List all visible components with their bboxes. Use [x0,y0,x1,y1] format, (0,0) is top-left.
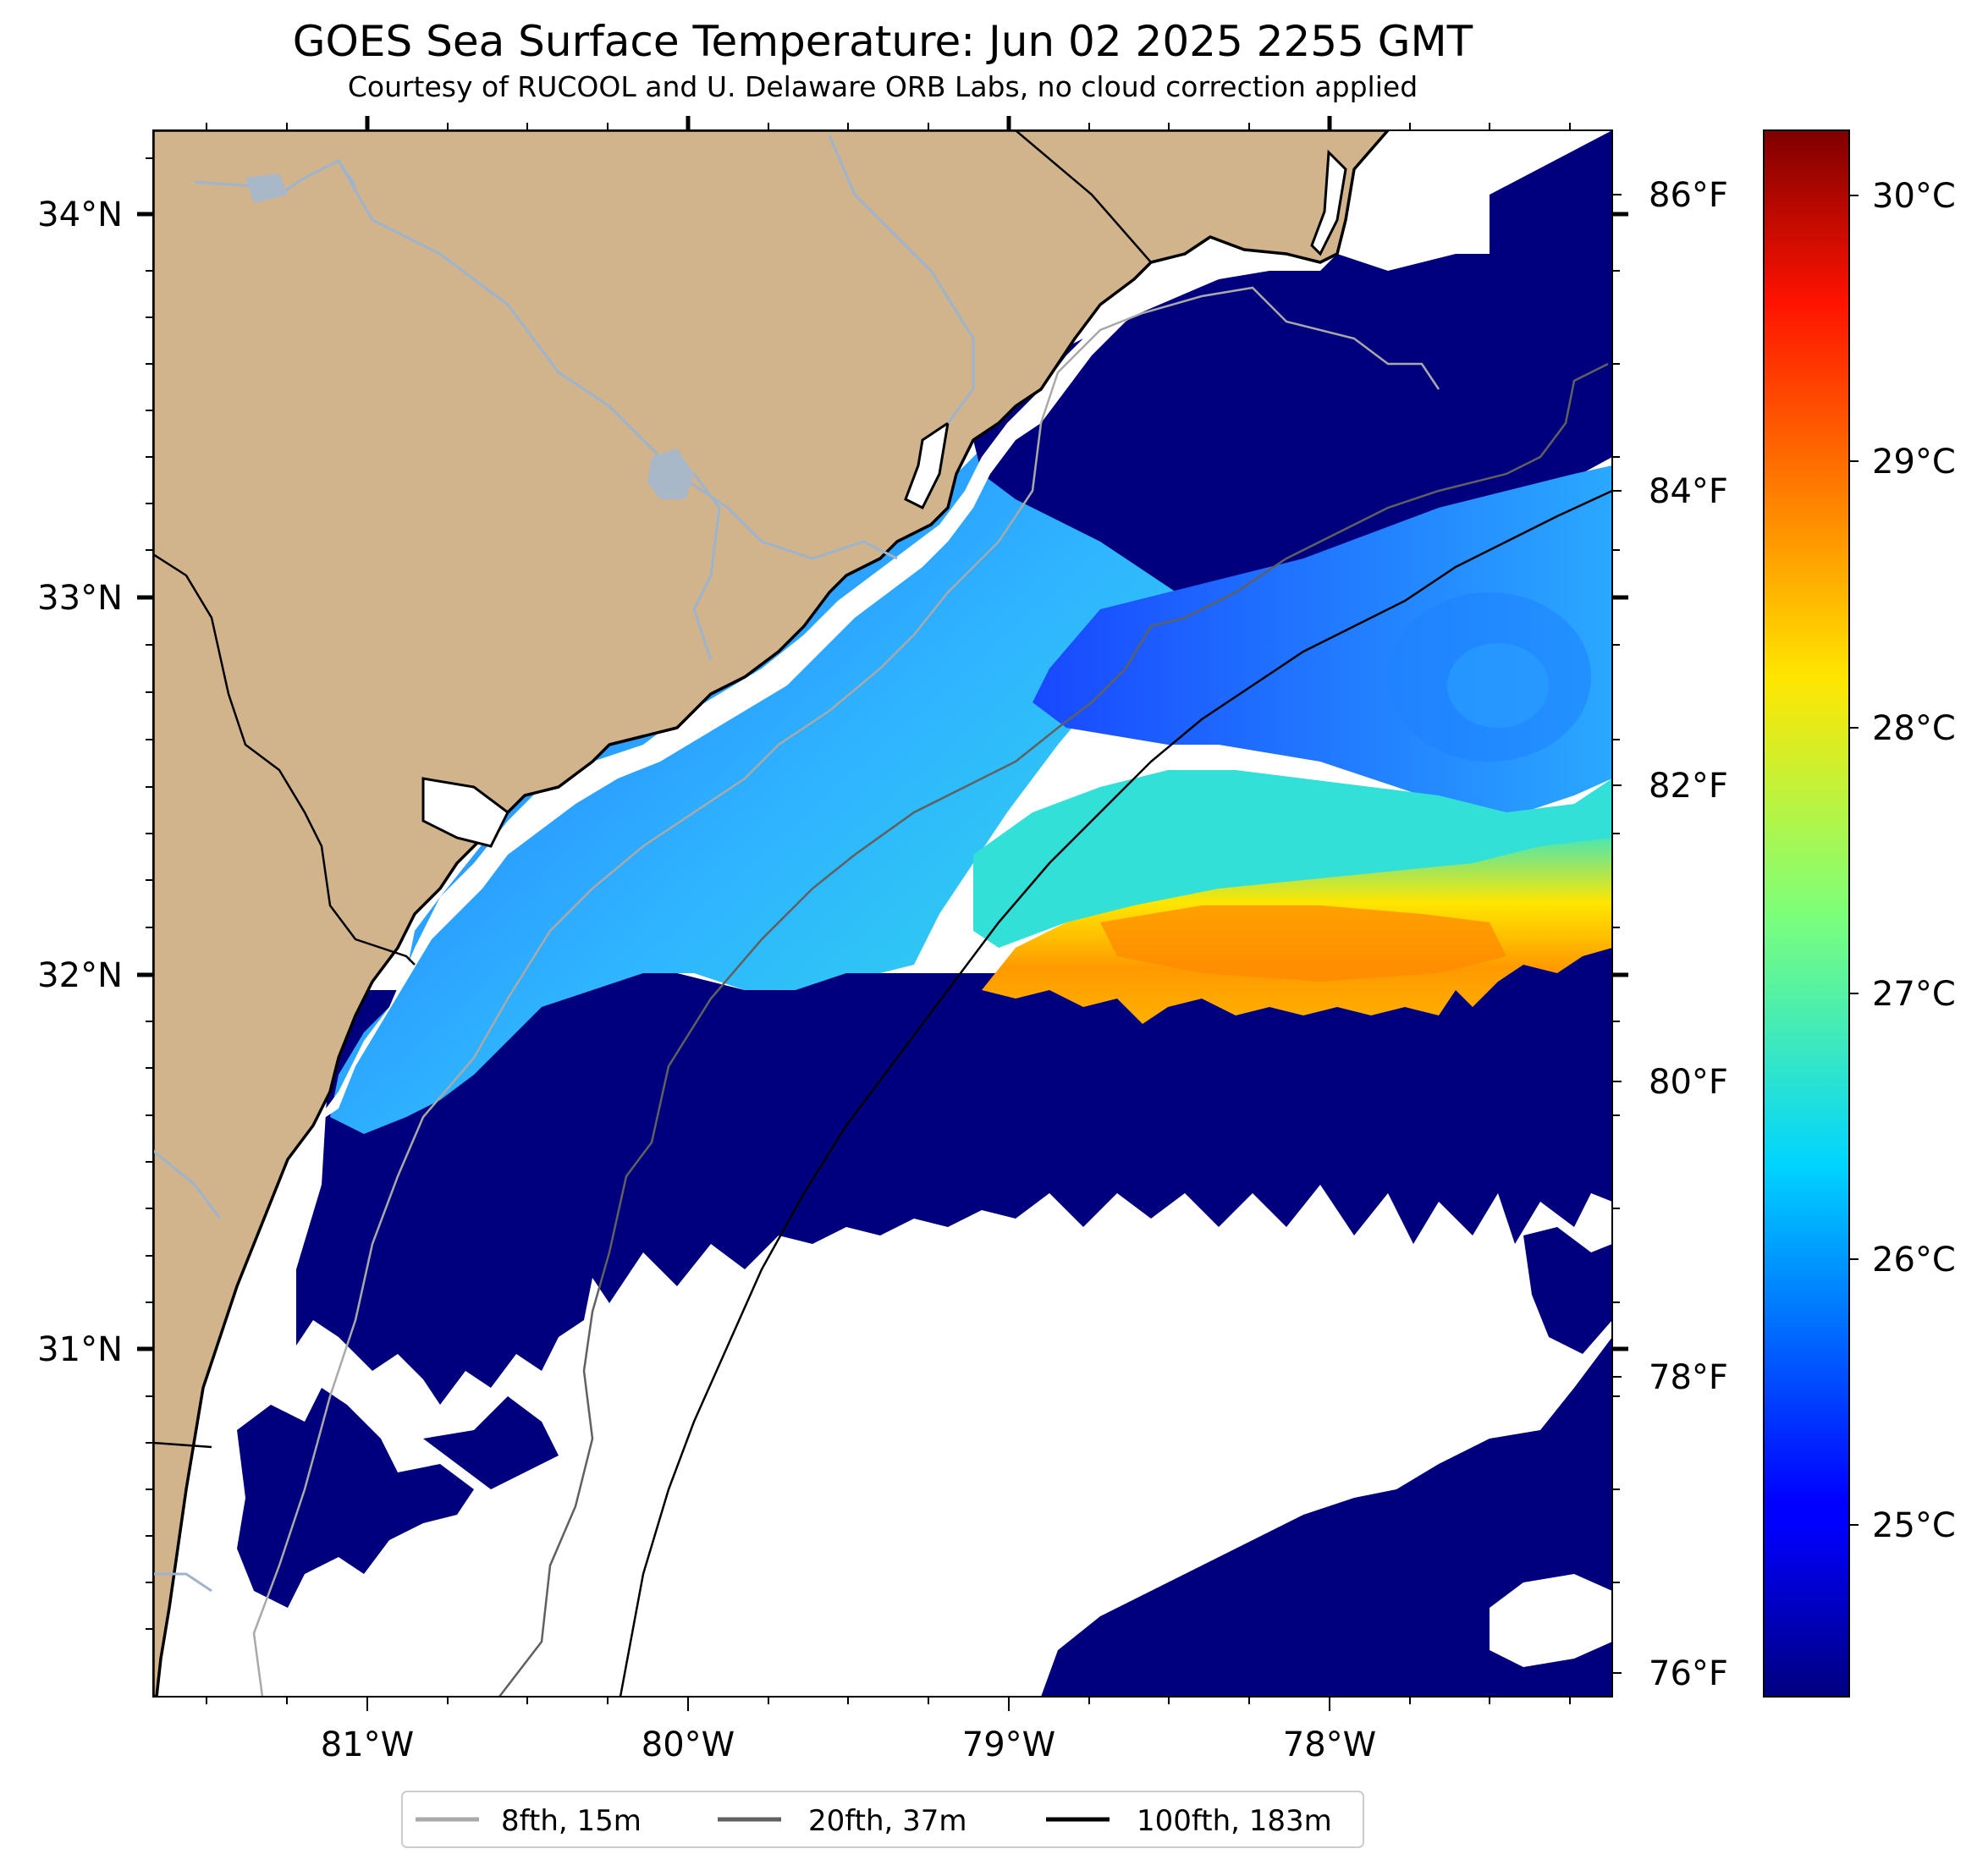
cold-water-band [296,948,1612,1405]
legend: 8fth, 15m 20fth, 37m 100fth, 183m [401,1791,1364,1848]
colorbar-tick-label: 28°C [1872,709,1956,748]
lake-2 [245,173,288,203]
fahrenheit-tick-label: 78°F [1649,1358,1728,1397]
cold-patch-s [423,1396,559,1489]
isobath-8fth [252,286,1440,1697]
fahrenheit-axis [1612,194,1622,1674]
lake [647,448,694,499]
inland-water [1310,149,1347,256]
lat-tick-label: 32°N [37,956,123,995]
colorbar [1763,129,1850,1698]
lon-tick-label: 79°W [962,1725,1055,1764]
lat-axis [137,157,1628,1630]
fahrenheit-tick-label: 76°F [1649,1654,1728,1693]
lon-tick-label: 78°W [1283,1725,1376,1764]
lon-axis [206,116,1571,1711]
lat-tick-label: 31°N [37,1330,123,1369]
colorbar-tick-label: 29°C [1872,443,1956,482]
inland-water-3 [421,777,509,848]
warm-spot [1100,905,1506,982]
fahrenheit-tick-label: 86°F [1649,176,1728,215]
chart-subtitle: Courtesy of RUCOOL and U. Delaware ORB L… [348,70,1418,103]
lon-tick-label: 80°W [642,1725,735,1764]
cold-patch-se [1041,1337,1612,1697]
state-borders [153,130,1152,1449]
colorbar-tick-label: 27°C [1872,975,1956,1014]
no-data-hole-se [1490,1574,1612,1667]
map-frame [152,129,1613,1698]
eddy-core [1447,643,1549,728]
gulf-stream-teal [973,770,1612,948]
isobath-100fth [619,489,1612,1697]
cold-patch-e [1523,1227,1612,1354]
legend-label: 100fth, 183m [1137,1804,1332,1838]
fahrenheit-tick-label: 82°F [1649,767,1728,806]
legend-box [401,1791,1364,1848]
legend-label: 20fth, 37m [808,1804,967,1838]
legend-label: 8fth, 15m [501,1804,642,1838]
lon-tick-label: 81°W [321,1725,414,1764]
cold-patch-sw [237,1388,474,1608]
colorbar-tick-label: 26°C [1872,1241,1956,1279]
fahrenheit-tick-label: 84°F [1649,472,1728,511]
map-panel [153,130,1612,1697]
colorbar-ticks [1849,195,1859,1526]
rivers [153,135,975,1593]
chart-title: GOES Sea Surface Temperature: Jun 02 202… [293,17,1473,66]
colorbar-tick-label: 30°C [1872,177,1956,216]
lat-tick-label: 34°N [37,195,123,234]
lat-tick-label: 33°N [37,579,123,618]
fahrenheit-tick-label: 80°F [1649,1063,1728,1102]
isobath-20fth [498,362,1609,1697]
colorbar-tick-label: 25°C [1872,1506,1956,1545]
